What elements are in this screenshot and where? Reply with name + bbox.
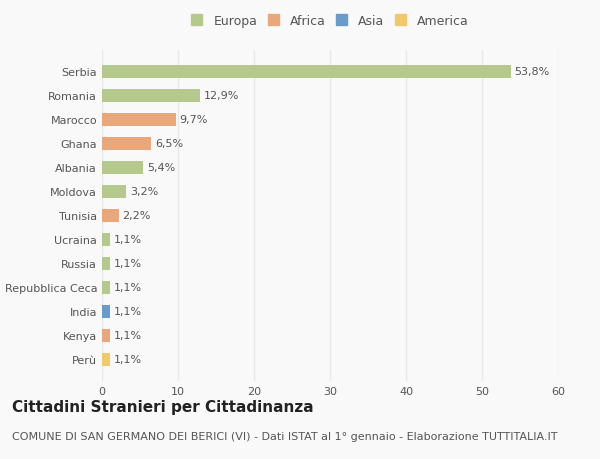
Text: 9,7%: 9,7% — [179, 115, 208, 125]
Text: 1,1%: 1,1% — [114, 283, 142, 292]
Text: 53,8%: 53,8% — [515, 67, 550, 77]
Bar — [102, 257, 110, 270]
Bar — [102, 113, 176, 127]
Bar — [102, 90, 200, 103]
Text: 2,2%: 2,2% — [122, 211, 151, 221]
Bar — [102, 209, 119, 222]
Text: 6,5%: 6,5% — [155, 139, 184, 149]
Bar — [102, 329, 110, 342]
Bar — [102, 305, 110, 318]
Text: 1,1%: 1,1% — [114, 307, 142, 316]
Bar — [102, 353, 110, 366]
Bar — [102, 233, 110, 246]
Text: 5,4%: 5,4% — [147, 163, 175, 173]
Text: COMUNE DI SAN GERMANO DEI BERICI (VI) - Dati ISTAT al 1° gennaio - Elaborazione : COMUNE DI SAN GERMANO DEI BERICI (VI) - … — [12, 431, 557, 442]
Text: 3,2%: 3,2% — [130, 187, 158, 197]
Bar — [102, 161, 143, 174]
Bar — [102, 281, 110, 294]
Bar — [102, 137, 151, 151]
Text: 1,1%: 1,1% — [114, 330, 142, 341]
Text: Cittadini Stranieri per Cittadinanza: Cittadini Stranieri per Cittadinanza — [12, 399, 314, 414]
Bar — [102, 185, 127, 198]
Text: 1,1%: 1,1% — [114, 258, 142, 269]
Bar — [102, 66, 511, 78]
Legend: Europa, Africa, Asia, America: Europa, Africa, Asia, America — [187, 11, 473, 31]
Text: 1,1%: 1,1% — [114, 235, 142, 245]
Text: 1,1%: 1,1% — [114, 354, 142, 364]
Text: 12,9%: 12,9% — [204, 91, 239, 101]
